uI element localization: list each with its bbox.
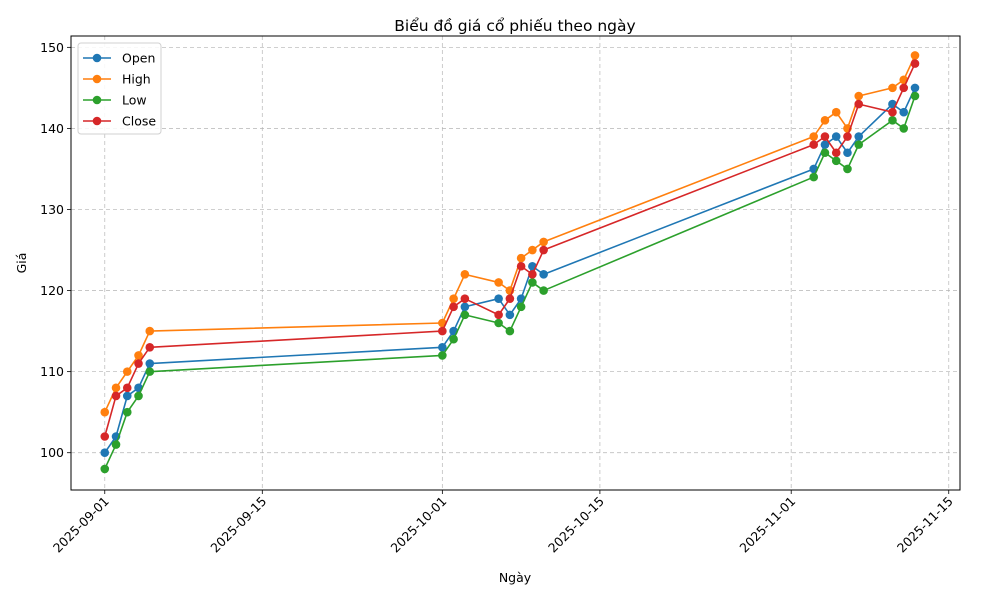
- data-point-close: [516, 261, 526, 271]
- data-point-low: [460, 310, 470, 320]
- data-point-high: [100, 407, 110, 417]
- data-point-close: [122, 383, 132, 393]
- y-tick-label: 120: [40, 283, 64, 298]
- y-axis-label: Giá: [14, 253, 29, 274]
- legend-marker-high: [92, 74, 102, 84]
- plot-frame: [70, 35, 961, 491]
- x-axis-label: Ngày: [499, 570, 532, 585]
- data-point-high: [122, 367, 132, 376]
- legend: Open High Low Close: [77, 42, 162, 135]
- data-point-low: [831, 156, 841, 166]
- grid-lines: [71, 36, 960, 490]
- data-point-close: [899, 83, 909, 93]
- data-point-high: [460, 270, 470, 279]
- data-point-low: [843, 164, 852, 174]
- data-point-open: [505, 310, 515, 320]
- data-point-open: [145, 359, 155, 368]
- data-point-close: [111, 391, 121, 401]
- data-point-high: [516, 253, 526, 263]
- data-point-open: [820, 140, 830, 149]
- legend-label-high: High: [122, 72, 151, 87]
- data-point-high: [528, 245, 537, 255]
- data-point-low: [899, 124, 909, 133]
- legend-box: [77, 42, 162, 135]
- y-axis: 100 110 120 130 140 150: [40, 40, 71, 460]
- legend-marker-close: [92, 116, 102, 126]
- data-point-low: [505, 326, 515, 336]
- data-point-open: [100, 448, 110, 458]
- data-point-low: [100, 464, 110, 474]
- data-point-low: [122, 407, 132, 417]
- data-point-high: [111, 383, 121, 393]
- data-point-high: [449, 294, 458, 303]
- data-point-high: [820, 116, 830, 125]
- data-point-low: [134, 391, 143, 401]
- data-point-close: [449, 302, 458, 312]
- data-point-low: [809, 172, 819, 182]
- data-point-close: [854, 99, 864, 109]
- data-point-low: [494, 318, 503, 328]
- data-point-close: [494, 310, 503, 320]
- data-point-close: [843, 132, 852, 141]
- data-point-open: [438, 343, 447, 352]
- data-point-low: [820, 148, 830, 158]
- data-point-close: [528, 270, 537, 279]
- y-tick-label: 130: [40, 202, 64, 217]
- y-tick-label: 140: [40, 121, 64, 136]
- data-point-low: [854, 140, 864, 149]
- data-point-close: [910, 59, 920, 68]
- data-point-high: [539, 237, 548, 247]
- data-point-open: [910, 83, 920, 93]
- data-point-low: [111, 440, 121, 449]
- data-point-high: [494, 278, 503, 287]
- legend-label-low: Low: [122, 93, 147, 108]
- y-tick-label: 150: [40, 40, 64, 55]
- data-point-open: [539, 270, 548, 279]
- data-point-open: [122, 391, 132, 401]
- data-point-open: [843, 148, 852, 158]
- data-point-low: [910, 91, 920, 101]
- data-point-high: [910, 51, 920, 60]
- data-point-high: [145, 326, 155, 336]
- data-point-close: [539, 245, 548, 255]
- data-point-low: [145, 367, 155, 376]
- data-point-high: [854, 91, 864, 101]
- data-point-close: [460, 294, 470, 303]
- data-point-close: [888, 107, 897, 117]
- data-point-low: [888, 116, 897, 125]
- chart-title: Biểu đồ giá cổ phiếu theo ngày: [394, 17, 635, 35]
- data-point-high: [888, 83, 897, 93]
- data-point-close: [820, 132, 830, 141]
- data-point-close: [134, 359, 143, 368]
- data-point-high: [809, 132, 819, 141]
- data-point-close: [809, 140, 819, 149]
- data-point-close: [505, 294, 515, 303]
- legend-label-close: Close: [122, 114, 156, 129]
- data-point-open: [854, 132, 864, 141]
- data-point-open: [460, 302, 470, 312]
- legend-marker-low: [92, 95, 102, 105]
- legend-label-open: Open: [122, 51, 155, 66]
- data-point-close: [100, 432, 110, 441]
- data-point-low: [438, 351, 447, 360]
- data-point-close: [831, 148, 841, 158]
- data-point-low: [539, 286, 548, 295]
- data-point-open: [831, 132, 841, 141]
- data-point-close: [145, 343, 155, 352]
- data-point-open: [899, 107, 909, 117]
- data-point-high: [831, 107, 841, 117]
- data-point-close: [438, 326, 447, 336]
- legend-marker-open: [92, 53, 102, 63]
- y-tick-label: 100: [40, 445, 64, 460]
- series-layer: [100, 51, 920, 474]
- data-point-low: [449, 334, 458, 344]
- data-point-low: [528, 278, 537, 287]
- y-tick-label: 110: [40, 364, 64, 379]
- data-point-open: [494, 294, 503, 303]
- data-point-high: [134, 351, 143, 360]
- data-point-low: [516, 302, 526, 312]
